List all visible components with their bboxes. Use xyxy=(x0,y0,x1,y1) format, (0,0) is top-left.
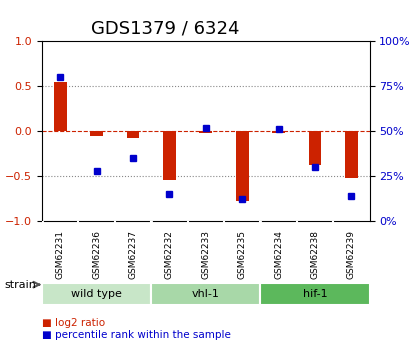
Text: GSM62234: GSM62234 xyxy=(274,230,283,279)
Text: ■ log2 ratio: ■ log2 ratio xyxy=(42,318,105,328)
Text: GSM62238: GSM62238 xyxy=(310,230,320,279)
Bar xyxy=(272,131,285,133)
Text: GSM62233: GSM62233 xyxy=(201,230,210,279)
Bar xyxy=(54,82,67,131)
Text: GSM62232: GSM62232 xyxy=(165,230,174,279)
Bar xyxy=(200,131,212,133)
Text: vhl-1: vhl-1 xyxy=(192,289,220,299)
Bar xyxy=(90,131,103,136)
Text: ■ percentile rank within the sample: ■ percentile rank within the sample xyxy=(42,330,231,340)
FancyBboxPatch shape xyxy=(42,283,151,305)
Bar xyxy=(127,131,139,138)
Text: GSM62235: GSM62235 xyxy=(238,230,247,279)
Text: GSM62231: GSM62231 xyxy=(56,230,65,279)
Text: GSM62236: GSM62236 xyxy=(92,230,101,279)
Bar xyxy=(345,131,358,178)
Text: GSM62237: GSM62237 xyxy=(129,230,137,279)
Bar xyxy=(309,131,321,165)
Text: hif-1: hif-1 xyxy=(303,289,327,299)
Bar xyxy=(236,131,249,201)
FancyBboxPatch shape xyxy=(260,283,370,305)
Text: GSM62239: GSM62239 xyxy=(347,230,356,279)
Text: GDS1379 / 6324: GDS1379 / 6324 xyxy=(91,19,240,37)
Bar xyxy=(163,131,176,180)
Text: wild type: wild type xyxy=(71,289,122,299)
Text: strain: strain xyxy=(4,280,36,289)
FancyBboxPatch shape xyxy=(151,283,260,305)
